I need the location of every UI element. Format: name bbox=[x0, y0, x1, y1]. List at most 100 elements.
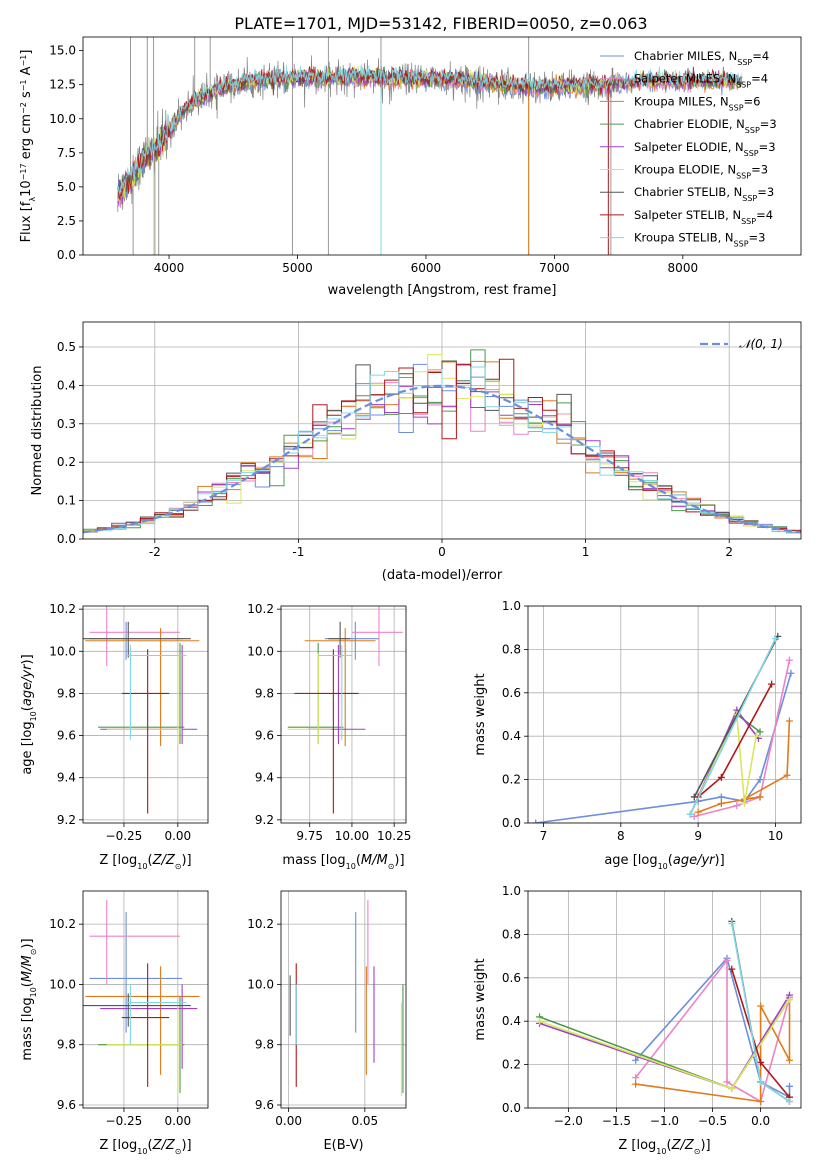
x-axis-label: Z [log10(Z/Z⊙)] bbox=[99, 1138, 191, 1156]
weight-marker-chabrier_miles bbox=[717, 793, 725, 801]
weight-line-kroupa_miles bbox=[697, 720, 791, 813]
y-tick-label: 0.2 bbox=[502, 1058, 521, 1072]
age_vs_Z-axes: −0.25 0.00 9.2 9.4 9.6 9.8 10.0 10.2 Z [log10(Z/… bbox=[20, 602, 209, 871]
x-tick-label: 0.05 bbox=[351, 1114, 378, 1128]
weight-marker-kroupa_stelib bbox=[728, 920, 736, 928]
y-tick-label: 0.1 bbox=[57, 494, 76, 508]
legend-normal-label: 𝒩(0, 1) bbox=[739, 337, 783, 351]
weight-marker-kroupa_miles bbox=[632, 1080, 640, 1088]
x-tick-label: 0.0 bbox=[751, 1114, 770, 1128]
y-tick-label: 0.0 bbox=[57, 248, 76, 262]
axes-frame bbox=[82, 890, 209, 1109]
weight-marker-chabrier_miles bbox=[532, 819, 540, 823]
age_vs_mass-plot-area bbox=[281, 606, 406, 823]
mass_vs_ebv-plot-area bbox=[281, 891, 406, 1108]
weight-marker-salpeter_miles bbox=[733, 802, 741, 810]
legend-label: Salpeter ELODIE, NSSP=3 bbox=[634, 140, 776, 158]
y-tick-label: 9.8 bbox=[57, 1038, 76, 1052]
weight-marker-salpeter_stelib bbox=[768, 680, 776, 688]
x-axis-label: Z [log10(Z/Z⊙)] bbox=[99, 853, 191, 871]
histogram-kroupa_stelib bbox=[83, 366, 801, 533]
weight-marker-kroupa_elodie bbox=[728, 1084, 736, 1092]
weight-line-kroupa_elodie bbox=[689, 711, 757, 815]
weight-line-kroupa_stelib bbox=[689, 638, 777, 815]
legend-label: Chabrier ELODIE, NSSP=3 bbox=[634, 117, 777, 135]
weight-marker-chabrier_miles bbox=[785, 1082, 793, 1090]
x-tick-label: 4000 bbox=[154, 261, 185, 275]
figure-title: PLATE=1701, MJD=53142, FIBERID=0050, z=0… bbox=[234, 14, 647, 33]
y-tick-label: 9.6 bbox=[57, 1098, 76, 1112]
weight-marker-chabrier_elodie bbox=[756, 728, 764, 736]
y-tick-label: 0.3 bbox=[57, 417, 76, 431]
residuals-axes: -2 -1 0 1 2 0.0 0.1 0.2 0.3 0.4 0.5 𝒩(0, 1) (data-mo… bbox=[30, 321, 802, 583]
weight-marker-kroupa_miles bbox=[785, 717, 793, 725]
y-tick-label: 7.5 bbox=[57, 146, 76, 160]
y-tick-label: 1.0 bbox=[502, 884, 521, 898]
x-tick-label: 9.75 bbox=[296, 829, 323, 843]
y-tick-label: 9.2 bbox=[57, 813, 76, 827]
spectrum-legend: Chabrier MILES, NSSP=4 Salpeter MILES, NS… bbox=[600, 49, 777, 248]
x-tick-label: 5000 bbox=[282, 261, 313, 275]
y-tick-label: 9.2 bbox=[255, 813, 274, 827]
y-tick-label: 10.2 bbox=[247, 917, 274, 931]
normal-curve bbox=[83, 384, 801, 534]
spectrum-axes: 4000 5000 6000 7000 8000 0.0 2.5 5.0 7.5 10.0 12.5… bbox=[19, 36, 802, 298]
x-tick-label: 0.00 bbox=[164, 1114, 191, 1128]
x-tick-label: 7000 bbox=[539, 261, 570, 275]
residuals-plot-area bbox=[83, 322, 801, 539]
y-tick-label: 10.0 bbox=[247, 977, 274, 991]
y-tick-label: 9.6 bbox=[255, 729, 274, 743]
weight-marker-salpeter_stelib bbox=[757, 1058, 765, 1066]
weight-marker-salpeter_miles bbox=[723, 1078, 731, 1086]
axes-frame bbox=[82, 605, 209, 824]
y-tick-label: 12.5 bbox=[49, 78, 76, 92]
y-tick-label: 9.6 bbox=[255, 1098, 274, 1112]
axes-frame bbox=[527, 605, 802, 824]
y-axis-label: mass weight bbox=[473, 673, 488, 755]
mass_vs_Z-axes: −0.25 0.00 9.6 9.8 10.0 10.2 Z [log10(Z/Z⊙)] ma… bbox=[20, 890, 209, 1156]
x-tick-label: 6000 bbox=[411, 261, 442, 275]
legend-label: Chabrier STELIB, NSSP=3 bbox=[634, 185, 774, 203]
y-tick-label: 15.0 bbox=[49, 44, 76, 58]
weight-marker-kroupa_stelib bbox=[785, 1097, 793, 1105]
weight-marker-kroupa_stelib bbox=[771, 635, 779, 643]
weight-marker-kroupa_elodie bbox=[536, 1017, 544, 1025]
y-tick-label: 0.2 bbox=[57, 455, 76, 469]
legend-label: Kroupa MILES, NSSP=6 bbox=[634, 94, 760, 112]
weight-marker-salpeter_stelib bbox=[717, 773, 725, 781]
axes-frame bbox=[280, 890, 407, 1109]
y-tick-label: 10.0 bbox=[247, 644, 274, 658]
weight-marker-chabrier_miles bbox=[787, 669, 795, 677]
y-tick-label: 9.4 bbox=[255, 771, 274, 785]
x-tick-label: -2 bbox=[149, 545, 161, 559]
y-tick-label: 1.0 bbox=[502, 599, 521, 613]
age_vs_Z-plot-area bbox=[83, 606, 208, 823]
y-tick-label: 0.5 bbox=[57, 340, 76, 354]
y-axis-label: Flux [fλ10−17 erg cm−2 s−1 A−1] bbox=[19, 50, 37, 243]
legend-label: Salpeter MILES, NSSP=4 bbox=[634, 72, 768, 90]
axes-frame bbox=[527, 890, 802, 1109]
spectrum-model-line-salpeter_stelib bbox=[117, 65, 743, 201]
weight-marker-kroupa_miles bbox=[756, 793, 764, 801]
x-axis-label: Z [log10(Z/Z⊙)] bbox=[618, 1138, 710, 1156]
x-axis-label: age [log10(age/yr)] bbox=[604, 853, 724, 871]
x-tick-label: -1 bbox=[292, 545, 304, 559]
y-tick-label: 2.5 bbox=[57, 214, 76, 228]
y-tick-label: 0.2 bbox=[502, 773, 521, 787]
axes-frame bbox=[280, 605, 407, 824]
x-tick-label: −1.0 bbox=[650, 1114, 679, 1128]
x-tick-label: 10.25 bbox=[377, 829, 411, 843]
y-tick-label: 10.2 bbox=[49, 917, 76, 931]
legend-label: Kroupa STELIB, NSSP=3 bbox=[634, 231, 765, 249]
axes-frame bbox=[82, 36, 802, 256]
weight-marker-salpeter_miles bbox=[723, 956, 731, 964]
x-axis-label: E(B-V) bbox=[323, 1138, 363, 1153]
weight-marker-kroupa_elodie bbox=[785, 996, 793, 1003]
x-tick-label: 0 bbox=[438, 545, 446, 559]
x-tick-label: −0.25 bbox=[106, 829, 143, 843]
legend-label: Salpeter STELIB, NSSP=4 bbox=[634, 208, 773, 226]
mass_vs_Z-plot-area bbox=[83, 891, 208, 1108]
y-tick-label: 10.0 bbox=[49, 977, 76, 991]
weight-marker-kroupa_elodie bbox=[741, 799, 749, 807]
weight-marker-kroupa_miles bbox=[757, 1097, 765, 1105]
